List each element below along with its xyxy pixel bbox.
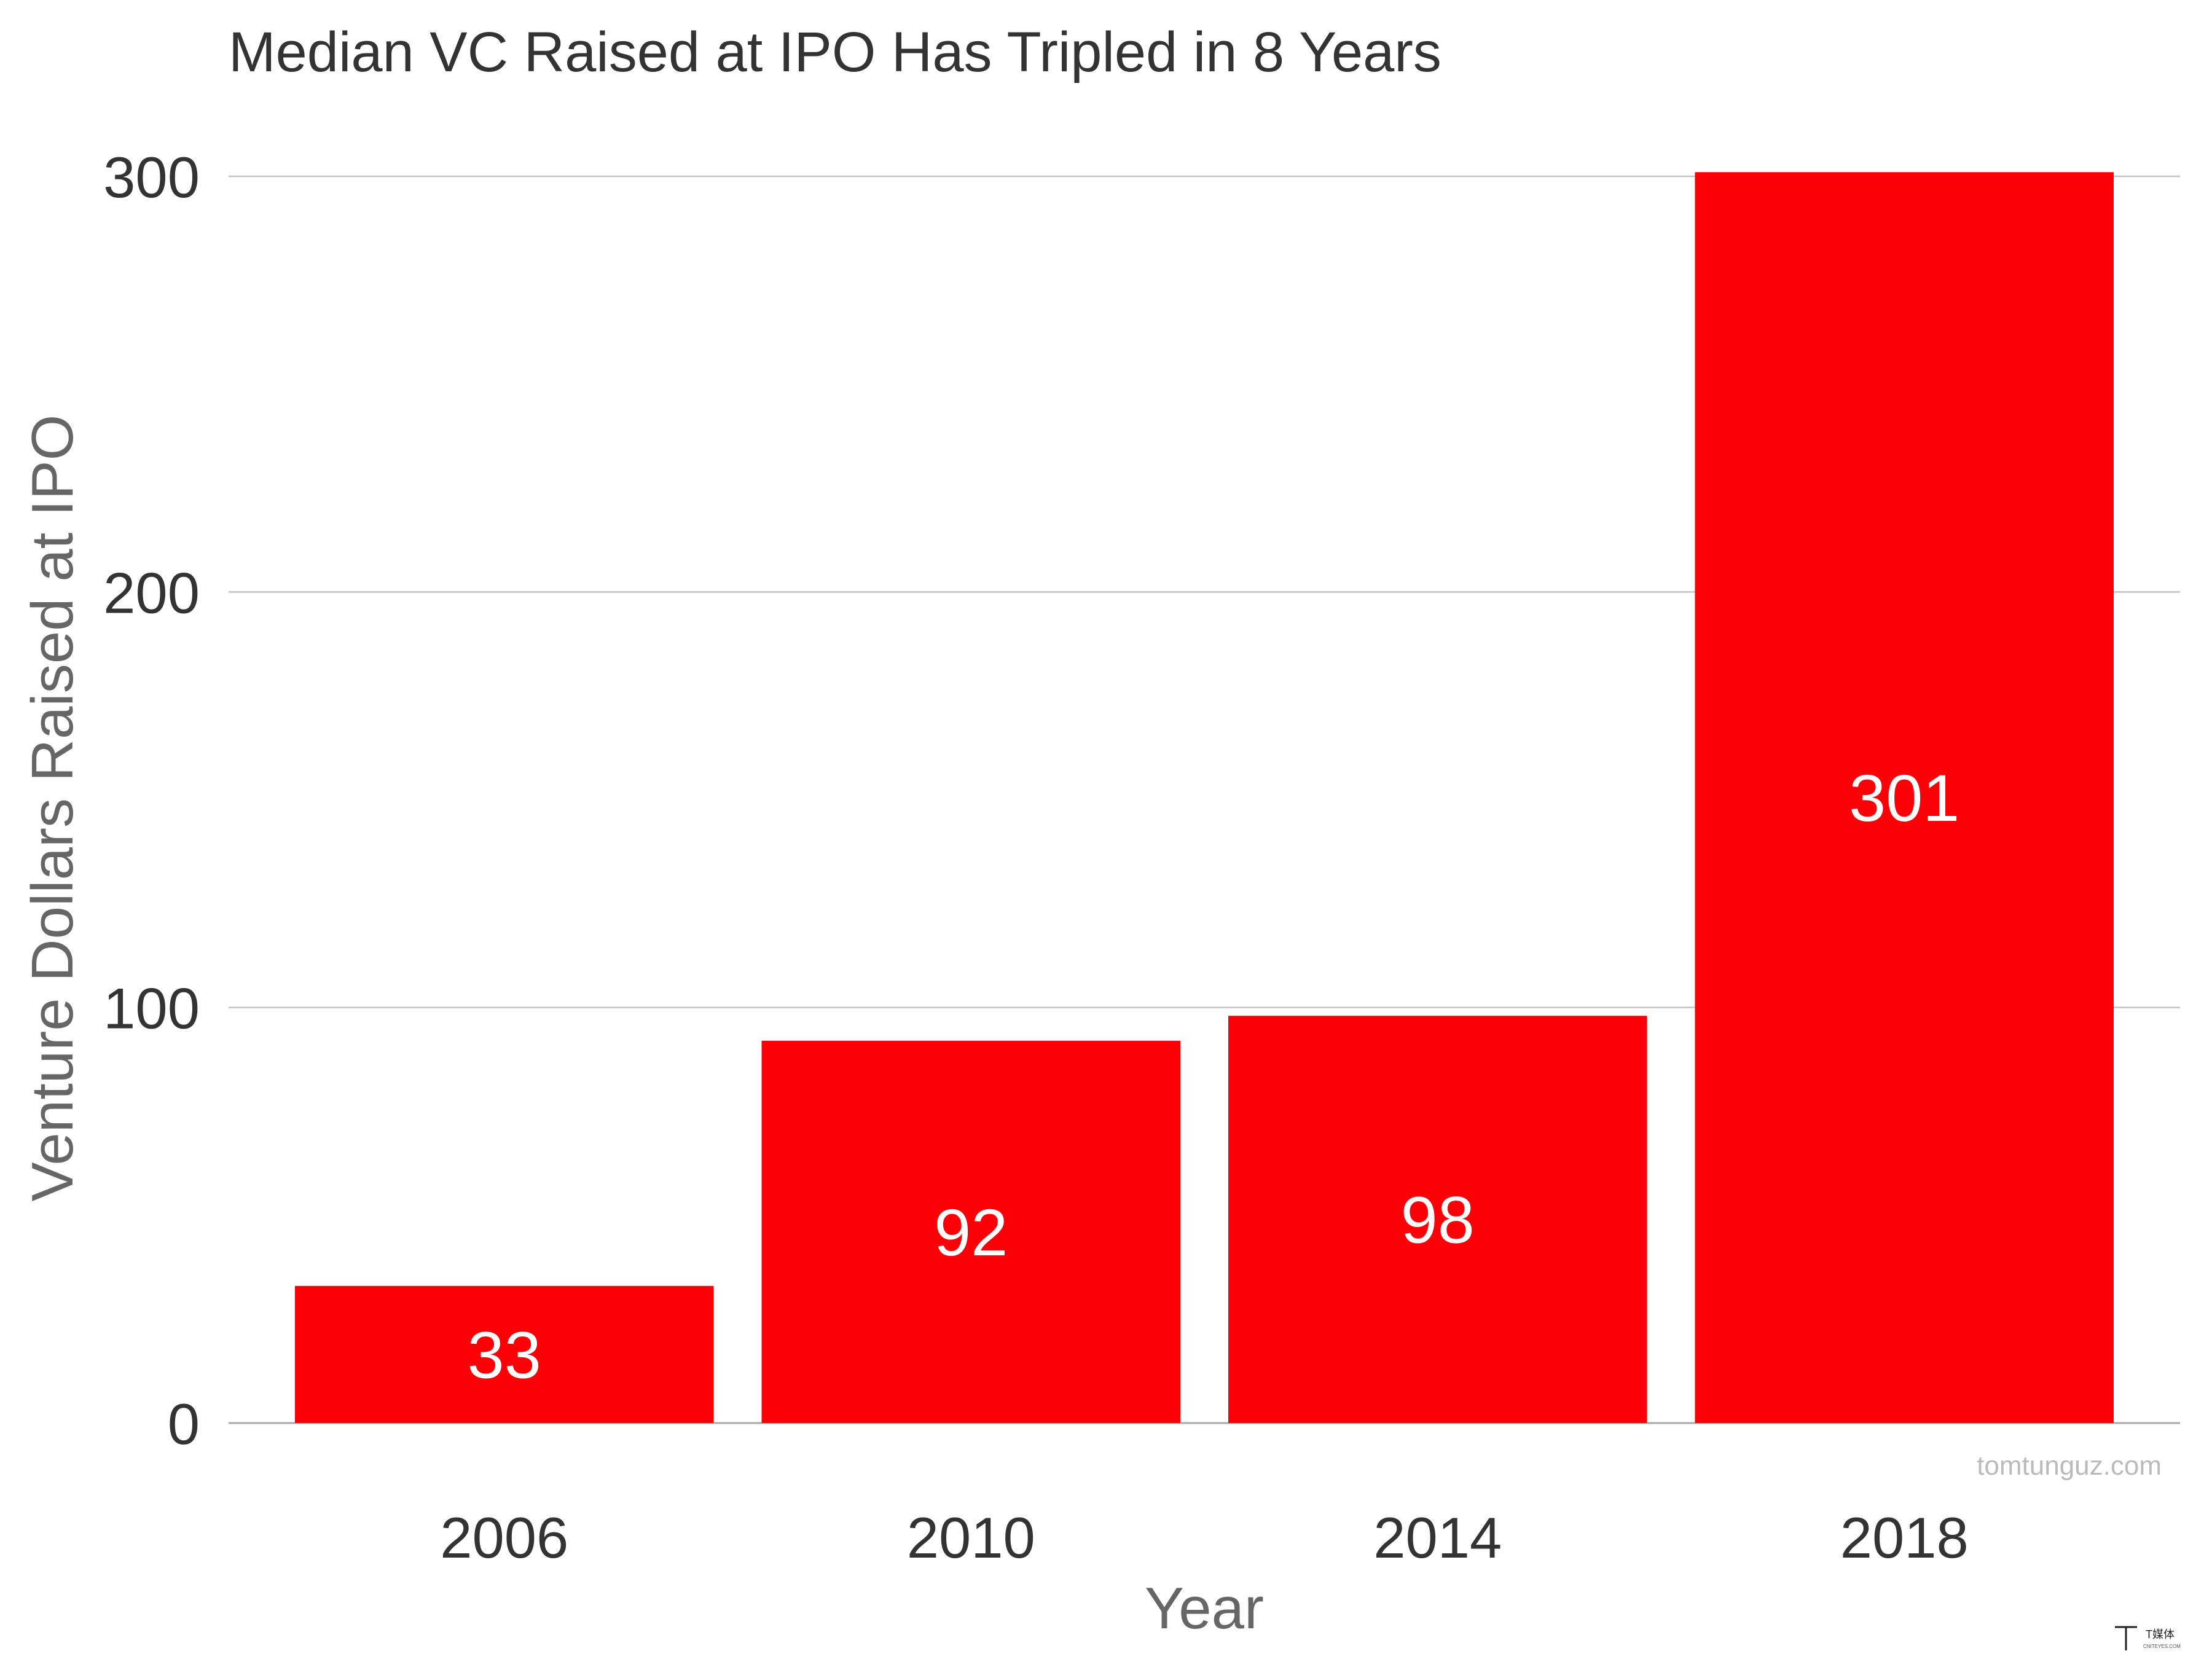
x-tick-label-2006: 2006 [440, 1505, 568, 1570]
data-labels: 33 92 98 301 [468, 761, 1960, 1392]
x-tick-label-2010: 2010 [907, 1505, 1035, 1570]
bar-2014 [1228, 1016, 1647, 1423]
bar-value-label-2006: 33 [468, 1317, 541, 1392]
y-tick-label-200: 200 [103, 560, 200, 625]
y-tick-label-100: 100 [103, 976, 200, 1041]
watermark-subtext: CNITEYES.COM [2143, 1644, 2181, 1649]
bar-2006 [295, 1285, 714, 1423]
source-credit: tomtunguz.com [1977, 1451, 2162, 1481]
bar-2018 [1695, 172, 2114, 1423]
y-tick-label-0: 0 [168, 1392, 200, 1456]
x-axis-ticks: 2006 2010 2014 2018 [440, 1505, 1969, 1570]
bar-value-label-2018: 301 [1849, 761, 1959, 835]
bar-2010 [761, 1040, 1180, 1423]
chart-title: Median VC Raised at IPO Has Tripled in 8… [229, 21, 1441, 84]
watermark: T媒体 CNITEYES.COM [2115, 1626, 2181, 1650]
y-tick-label-300: 300 [103, 145, 200, 210]
bar-value-label-2010: 92 [934, 1195, 1008, 1269]
x-axis-label: Year [1145, 1575, 1264, 1641]
bars [295, 172, 2114, 1423]
x-tick-label-2018: 2018 [1840, 1505, 1969, 1570]
y-axis-label: Venture Dollars Raised at IPO [20, 415, 85, 1202]
x-tick-label-2014: 2014 [1373, 1505, 1502, 1570]
watermark-text: T媒体 [2146, 1628, 2175, 1641]
y-axis-ticks: 0 100 200 300 [103, 145, 200, 1456]
bar-value-label-2014: 98 [1401, 1183, 1475, 1257]
